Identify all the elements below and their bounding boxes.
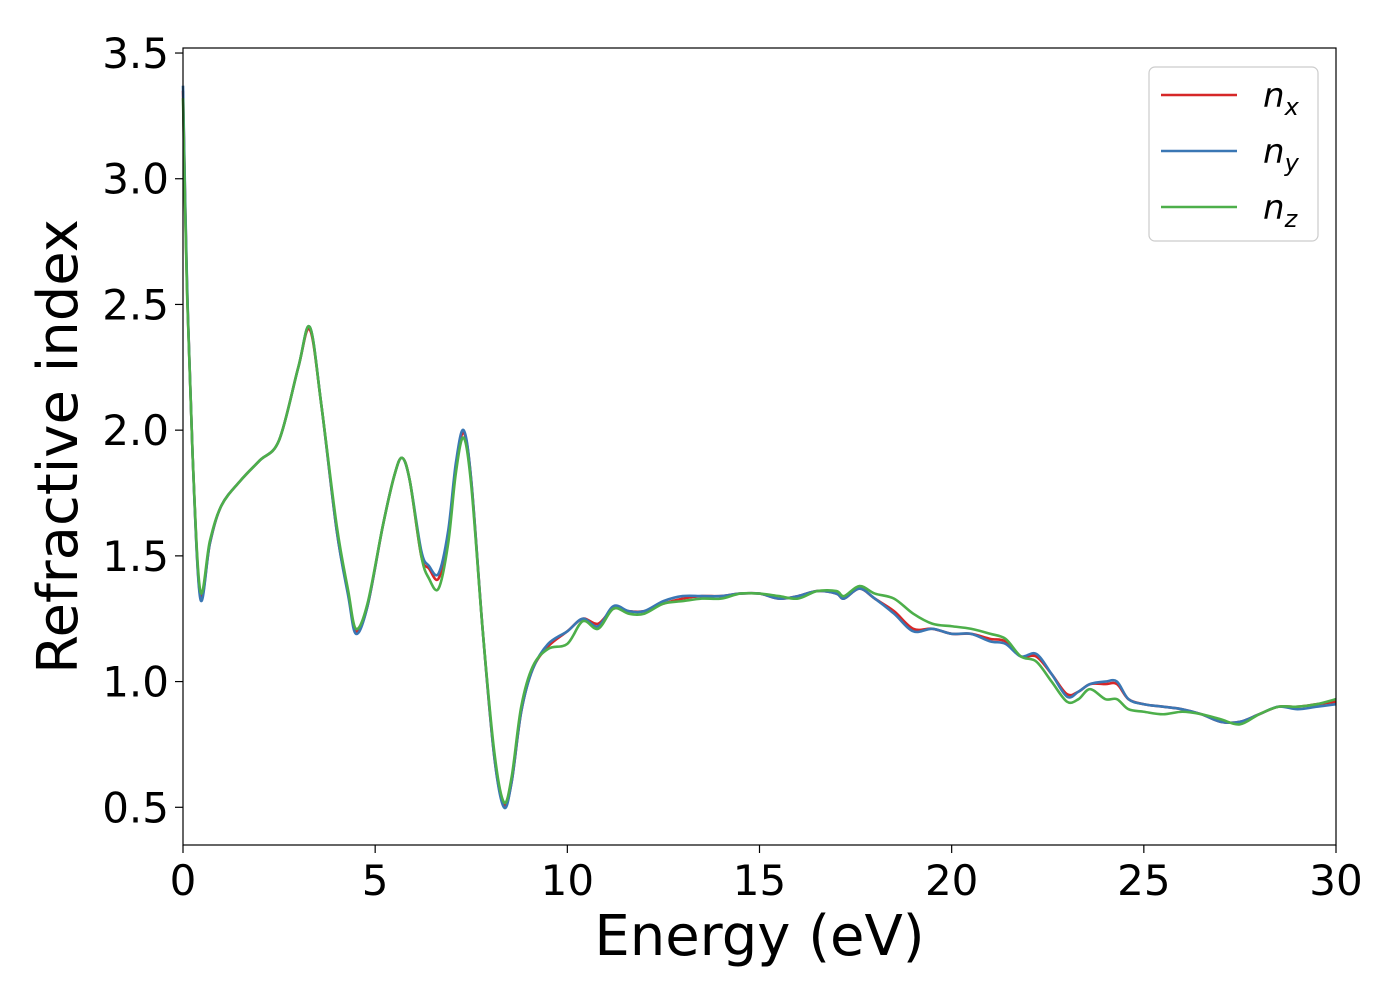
y-tick-label: 3.0 <box>102 155 169 204</box>
legend-label-ny: ny <box>1263 132 1300 177</box>
series-line-nz <box>181 98 1337 805</box>
legend: nx ny nz <box>1148 66 1319 242</box>
x-tick-label: 10 <box>541 856 594 905</box>
x-tick-label: 25 <box>1117 856 1170 905</box>
y-tick-label: 2.5 <box>102 280 169 329</box>
legend-label-nz: nz <box>1263 188 1299 233</box>
x-tick-label: 5 <box>362 856 389 905</box>
x-tick-label: 15 <box>733 856 786 905</box>
series-layer <box>181 85 1337 810</box>
x-tick-label: 20 <box>925 856 978 905</box>
legend-box <box>1148 66 1319 242</box>
x-tick-label: 0 <box>170 856 197 905</box>
y-tick-label: 1.5 <box>102 532 169 581</box>
y-tick-label: 2.0 <box>102 406 169 455</box>
y-tick-label: 1.0 <box>102 658 169 707</box>
x-tick-label: 30 <box>1309 856 1362 905</box>
y-axis-title: Refractive index <box>26 219 91 674</box>
y-axis: 0.5 1.0 1.5 2.0 2.5 3.0 3.5 <box>102 29 183 832</box>
legend-label-nx: nx <box>1263 76 1300 121</box>
x-axis: 0 5 10 15 20 25 30 <box>170 845 1363 905</box>
y-tick-label: 3.5 <box>102 29 169 78</box>
y-tick-label: 0.5 <box>102 783 169 832</box>
x-axis-title: Energy (eV) <box>594 904 924 969</box>
